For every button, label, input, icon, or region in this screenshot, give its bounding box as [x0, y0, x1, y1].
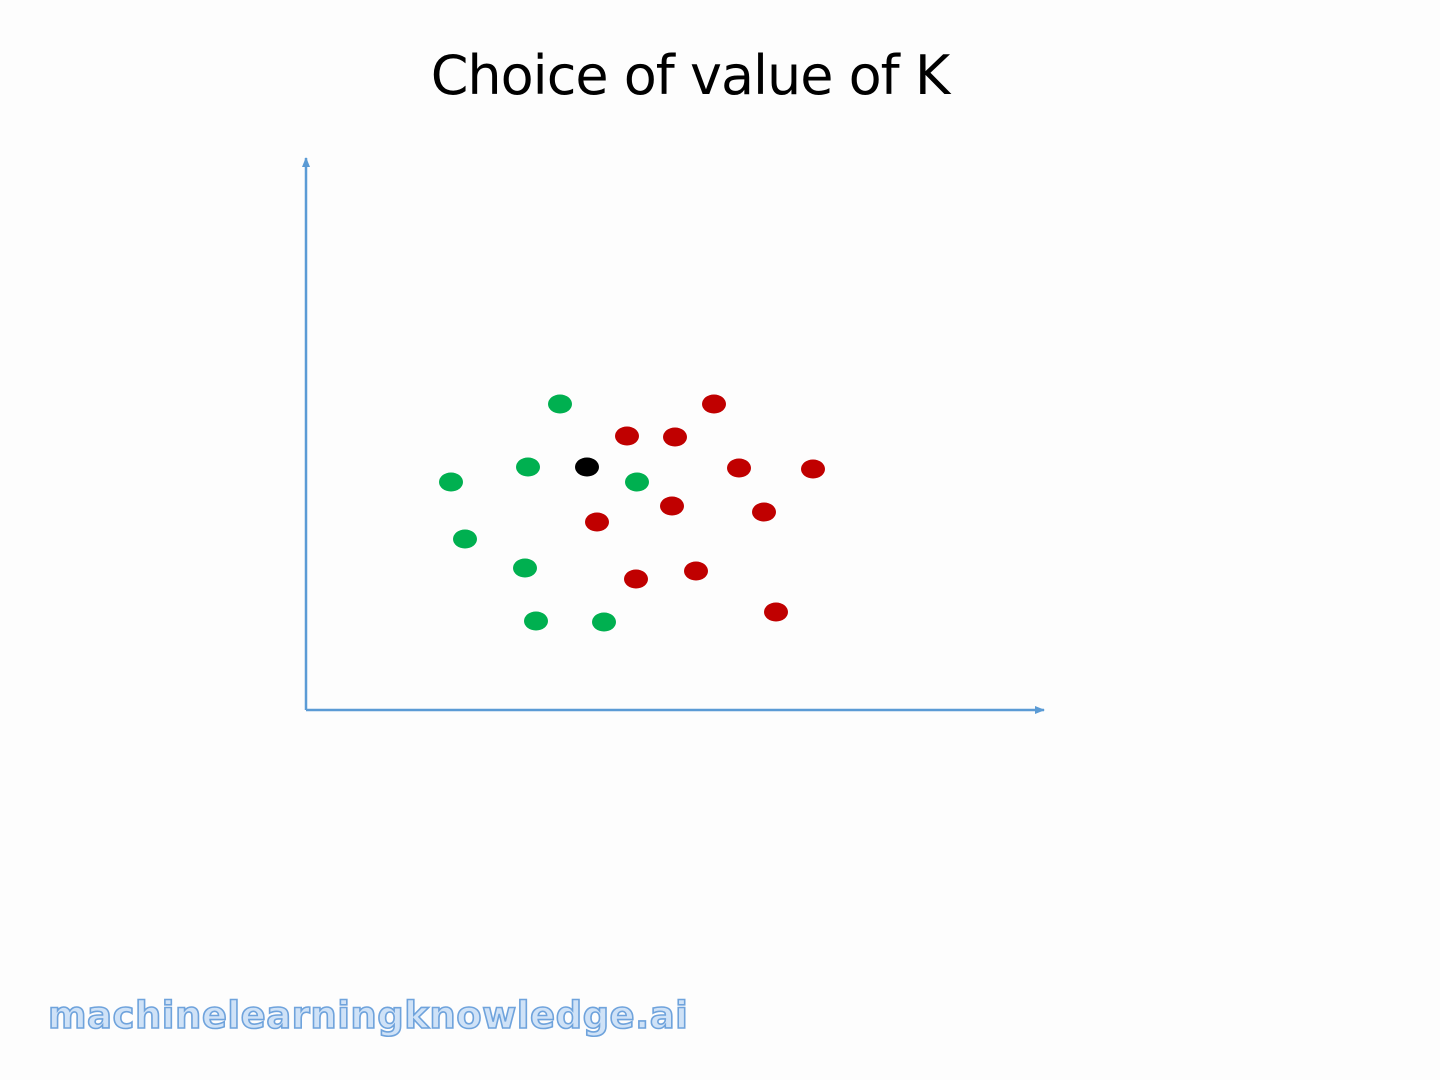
red-point	[727, 458, 751, 478]
green-point	[513, 558, 537, 578]
watermark-text: machinelearningknowledge.ai	[47, 993, 689, 1038]
green-point	[625, 472, 649, 492]
slide-title: Choice of value of K	[430, 44, 951, 107]
green-point	[548, 394, 572, 414]
red-point	[801, 459, 825, 479]
red-point	[660, 496, 684, 516]
red-point	[624, 569, 648, 589]
red-point	[702, 394, 726, 414]
green-point	[592, 612, 616, 632]
red-point	[615, 426, 639, 446]
green-point	[516, 457, 540, 477]
data-points	[439, 394, 825, 632]
red-point	[663, 427, 687, 447]
red-point	[752, 502, 776, 522]
red-point	[585, 512, 609, 532]
green-point	[453, 529, 477, 549]
red-point	[764, 602, 788, 622]
green-point	[524, 611, 548, 631]
query-point	[575, 457, 599, 477]
red-point	[684, 561, 708, 581]
green-point	[439, 472, 463, 492]
